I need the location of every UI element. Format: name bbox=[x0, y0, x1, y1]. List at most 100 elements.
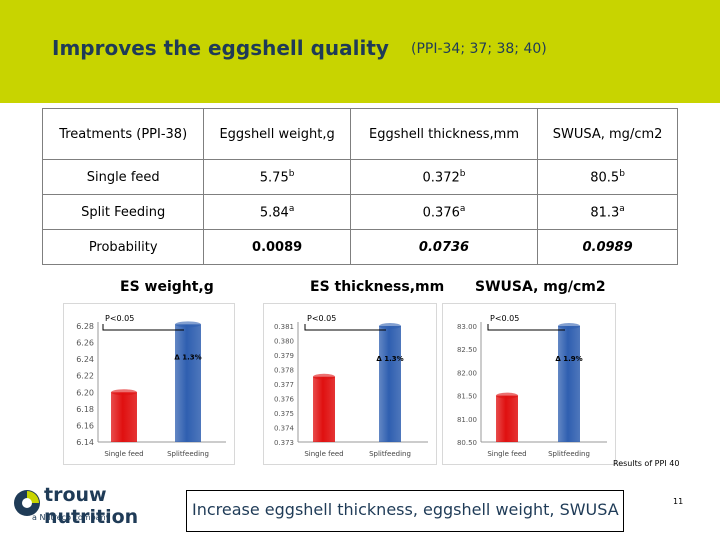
y-tick-label: 0.380 bbox=[274, 338, 294, 346]
cell-value: 80.5 bbox=[590, 170, 620, 186]
y-tick-label: 0.379 bbox=[274, 352, 294, 360]
cell-value: 0.376 bbox=[422, 205, 460, 221]
y-tick-label: 6.28 bbox=[76, 322, 94, 331]
cell-probability: 0.0736 bbox=[349, 229, 539, 265]
chart-title-swusa: SWUSA, mg/cm2 bbox=[475, 279, 606, 295]
page-number: 11 bbox=[673, 497, 684, 506]
chart-panel-swusa: 83.00 82.50 82.00 81.50 81.00 80.50 Single fee… bbox=[442, 303, 616, 465]
table-header-row: Treatments (PPI-38) Eggshell weight,g Eg… bbox=[41, 108, 678, 160]
col-header: Eggshell thickness,mm bbox=[349, 108, 539, 160]
y-tick-label: 80.50 bbox=[457, 439, 477, 447]
results-table: Treatments (PPI-38) Eggshell weight,g Eg… bbox=[41, 108, 678, 265]
chart-weight: 6.28 6.26 6.24 6.22 6.20 6.18 6.16 6.14 Single f… bbox=[76, 314, 226, 458]
logo-mark-icon bbox=[14, 490, 40, 516]
cell-superscript: b bbox=[288, 168, 295, 179]
company-logo: trouw nutrition a Nutreco company bbox=[12, 484, 172, 528]
cell-weight: 5.84a bbox=[203, 194, 351, 230]
significance-bracket bbox=[304, 324, 386, 331]
significance-label: P<0.05 bbox=[307, 314, 336, 323]
y-tick-label: 6.14 bbox=[76, 438, 94, 447]
y-tick-label: 0.377 bbox=[274, 381, 294, 389]
cell-superscript: a bbox=[459, 203, 466, 214]
chart-title-weight: ES weight,g bbox=[120, 279, 214, 295]
bar-cap bbox=[111, 389, 137, 396]
chart-panel-weight: 6.28 6.26 6.24 6.22 6.20 6.18 6.16 6.14 Single f… bbox=[63, 303, 235, 465]
results-note: Results of PPI 40 bbox=[613, 459, 680, 468]
y-tick-label: 6.24 bbox=[76, 355, 94, 364]
x-tick-label: Splitfeeding bbox=[167, 450, 209, 458]
bar-cap bbox=[558, 323, 580, 329]
y-tick-label: 0.381 bbox=[274, 323, 294, 331]
y-tick-label: 6.22 bbox=[76, 372, 94, 381]
y-tick-label: 81.50 bbox=[457, 393, 477, 401]
chart-swusa: 83.00 82.50 82.00 81.50 81.00 80.50 Single fee… bbox=[457, 314, 607, 458]
y-tick-label: 82.00 bbox=[457, 369, 477, 377]
delta-label: Δ 1.3% bbox=[376, 355, 403, 363]
x-tick-label: Splitfeeding bbox=[548, 450, 590, 458]
y-tick-label: 83.00 bbox=[457, 323, 477, 331]
significance-bracket bbox=[487, 324, 565, 331]
row-label: Single feed bbox=[41, 159, 205, 195]
cell-weight: 5.75b bbox=[203, 159, 351, 195]
col-header: SWUSA, mg/cm2 bbox=[537, 108, 678, 160]
cell-swusa: 81.3a bbox=[537, 194, 678, 230]
y-tick-label: 81.00 bbox=[457, 416, 477, 424]
row-label: Probability bbox=[41, 229, 205, 265]
summary-box: Increase eggshell thickness, eggshell we… bbox=[186, 490, 624, 532]
col-header: Eggshell weight,g bbox=[203, 108, 351, 160]
bar bbox=[558, 326, 580, 442]
y-tick-label: 0.376 bbox=[274, 396, 295, 404]
x-tick-label: Splitfeeding bbox=[369, 450, 411, 458]
x-tick-label: Single feed bbox=[104, 450, 143, 458]
y-tick-label: 0.375 bbox=[274, 410, 294, 418]
cell-superscript: a bbox=[288, 203, 295, 214]
delta-label: Δ 1.3% bbox=[174, 354, 201, 362]
bar-cap bbox=[496, 392, 518, 399]
bar bbox=[496, 395, 518, 442]
y-tick-label: 6.16 bbox=[76, 421, 94, 430]
chart-panel-thickness: 0.381 0.380 0.379 0.378 0.377 0.376 0.375 0.374… bbox=[263, 303, 437, 465]
bar bbox=[175, 324, 201, 442]
bar bbox=[111, 392, 137, 442]
y-tick-label: 6.26 bbox=[76, 339, 94, 348]
delta-label: Δ 1.9% bbox=[555, 355, 582, 363]
y-tick-label: 82.50 bbox=[457, 346, 477, 354]
chart-thickness: 0.381 0.380 0.379 0.378 0.377 0.376 0.375 0.374… bbox=[274, 314, 428, 458]
logo-wordmark: trouw nutrition bbox=[44, 484, 139, 528]
table-row: Single feed 5.75b 0.372b 80.5b bbox=[41, 159, 678, 195]
bar bbox=[379, 326, 401, 442]
y-tick-label: 0.378 bbox=[274, 367, 294, 375]
page-subtitle: (PPI-34; 37; 38; 40) bbox=[411, 41, 547, 57]
cell-value: 0.372 bbox=[422, 170, 460, 186]
cell-value: 81.3 bbox=[590, 205, 620, 221]
cell-thickness: 0.376a bbox=[349, 194, 539, 230]
bar-cap bbox=[313, 373, 335, 380]
bar bbox=[313, 376, 335, 442]
cell-thickness: 0.372b bbox=[349, 159, 539, 195]
x-tick-label: Single feed bbox=[304, 450, 343, 458]
page-title: Improves the eggshell quality bbox=[52, 36, 389, 60]
table-row: Probability 0.0089 0.0736 0.0989 bbox=[41, 229, 678, 265]
significance-label: P<0.05 bbox=[490, 314, 519, 323]
significance-label: P<0.05 bbox=[105, 314, 134, 323]
cell-value: 5.75 bbox=[259, 170, 289, 186]
x-tick-label: Single feed bbox=[487, 450, 526, 458]
cell-probability: 0.0089 bbox=[203, 229, 351, 265]
cell-probability: 0.0989 bbox=[537, 229, 678, 265]
cell-superscript: b bbox=[619, 168, 625, 179]
table-row: Split Feeding 5.84a 0.376a 81.3a bbox=[41, 194, 678, 230]
y-tick-label: 0.374 bbox=[274, 425, 295, 433]
row-label: Split Feeding bbox=[41, 194, 205, 230]
cell-superscript: a bbox=[619, 203, 625, 214]
header-band: Improves the eggshell quality (PPI-34; 3… bbox=[0, 0, 720, 103]
logo-tagline: a Nutreco company bbox=[32, 513, 111, 522]
bar-cap bbox=[379, 323, 401, 329]
y-tick-label: 6.20 bbox=[76, 388, 94, 397]
bar-cap bbox=[175, 321, 201, 328]
significance-bracket bbox=[102, 324, 184, 331]
cell-value: 5.84 bbox=[259, 205, 289, 221]
cell-swusa: 80.5b bbox=[537, 159, 678, 195]
y-tick-label: 6.18 bbox=[76, 405, 94, 414]
y-tick-label: 0.373 bbox=[274, 439, 294, 447]
cell-superscript: b bbox=[459, 168, 466, 179]
